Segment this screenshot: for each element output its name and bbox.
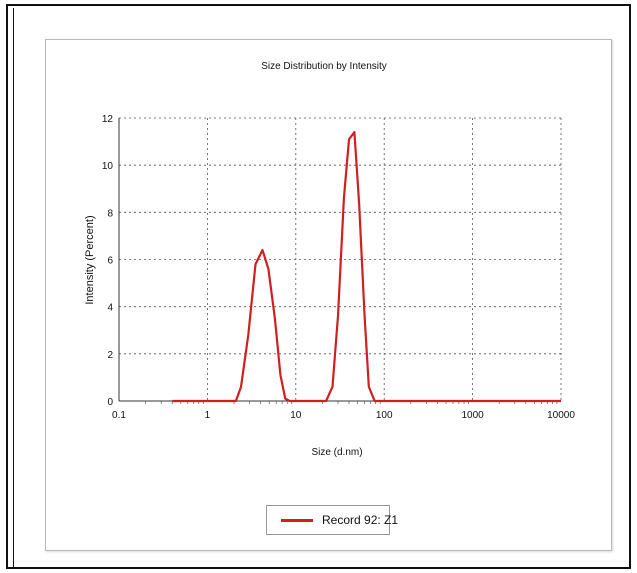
chart-title: Size Distribution by Intensity [261,61,387,72]
y-tick-label: 2 [107,350,113,361]
legend-swatch [281,519,313,522]
chart-panel: 0.1 1 10 100 1000 10000 0 2 4 6 8 10 12 Size Distrib… [45,39,612,551]
x-tick-label: 0.1 [112,410,126,421]
frame-divider [13,8,14,569]
x-axis-label: Size (d.nm) [311,447,362,458]
y-tick-label: 0 [107,397,113,408]
series-layer [172,131,562,403]
y-axis-label: Intensity (Percent) [84,215,96,304]
chart-svg: 0.1 1 10 100 1000 10000 0 2 4 6 8 10 12 Size Distrib… [84,61,575,458]
y-tick-label: 12 [102,114,114,125]
x-tick-label: 10000 [547,410,575,421]
x-tick-label: 1 [205,410,211,421]
x-tick-label: 10 [290,410,302,421]
series-line [172,131,561,403]
x-tick-label: 1000 [461,410,484,421]
legend: Record 92: Z1 [266,505,398,535]
y-tick-label: 8 [107,208,113,219]
figure-frame [6,4,631,569]
x-tick-label: 100 [376,410,393,421]
y-tick-label: 4 [107,303,113,314]
legend-label: Record 92: Z1 [322,513,399,527]
y-tick-label: 6 [107,256,113,267]
y-tick-label: 10 [102,161,114,172]
tick-labels: 0.1 1 10 100 1000 10000 0 2 4 6 8 10 12 [102,114,575,421]
